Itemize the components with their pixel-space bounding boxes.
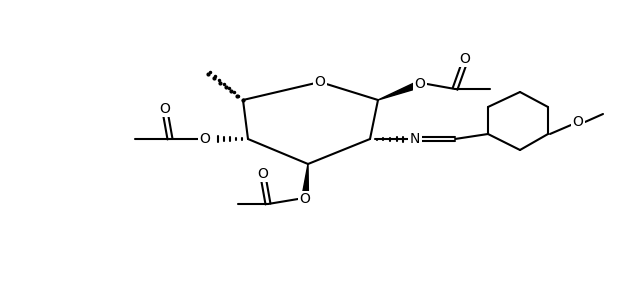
Text: O: O [315,75,325,89]
Text: O: O [200,132,211,146]
Text: O: O [460,52,470,66]
Polygon shape [378,81,421,100]
Text: O: O [573,115,584,129]
Text: N: N [410,132,420,146]
Text: O: O [257,167,268,181]
Text: O: O [415,77,426,91]
Polygon shape [301,164,308,199]
Text: O: O [159,102,170,116]
Text: O: O [300,192,310,206]
